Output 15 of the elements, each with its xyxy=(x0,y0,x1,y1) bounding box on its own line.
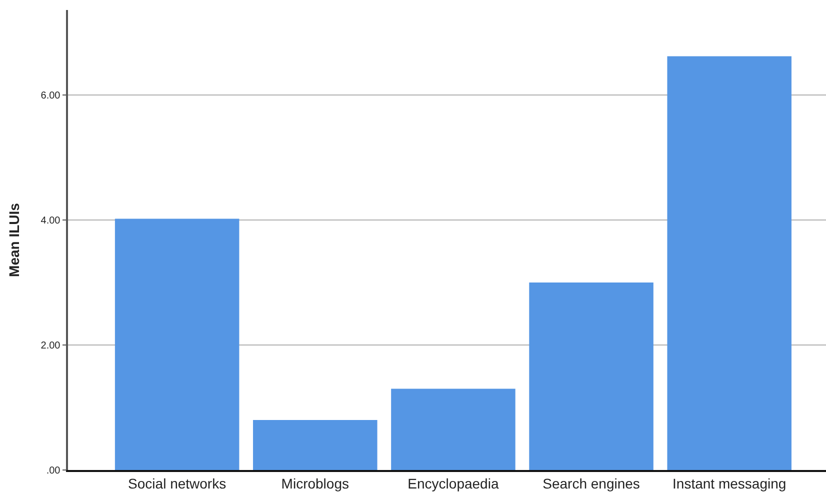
y-tick-label: 4.00 xyxy=(40,216,61,226)
bar xyxy=(529,282,654,470)
y-tick-label: 2.00 xyxy=(40,340,61,352)
x-tick-label: Microblogs xyxy=(281,476,349,492)
bar xyxy=(667,56,792,470)
bar xyxy=(253,420,378,470)
x-tick-label: Instant messaging xyxy=(672,476,786,492)
x-tick-label: Search engines xyxy=(542,476,640,492)
x-tick-label: Encyclopaedia xyxy=(408,476,499,492)
y-axis-title: Mean ILUIs xyxy=(6,202,22,277)
bar xyxy=(391,388,516,470)
y-tick-label: .00 xyxy=(46,466,61,476)
y-tick-label: 6.00 xyxy=(40,90,61,102)
bar xyxy=(114,218,240,470)
x-tick-label: Social networks xyxy=(128,476,226,492)
